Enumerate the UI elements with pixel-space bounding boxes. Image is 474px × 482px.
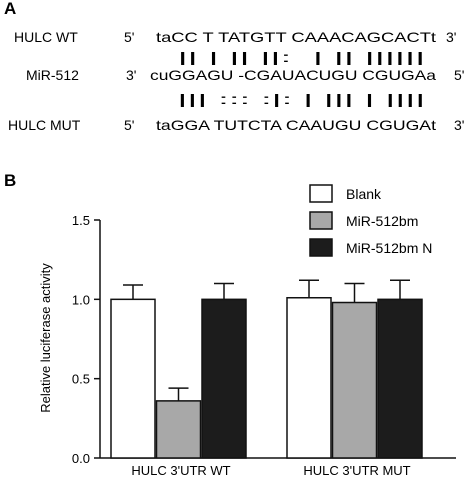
y-axis-title: Relative luciferase activity: [38, 263, 53, 413]
seq-name-hulc-mut: HULC MUT: [8, 117, 81, 133]
x-categories: HULC 3'UTR WT HULC 3'UTR MUT: [131, 463, 410, 478]
legend-label: MiR-512bm N: [346, 240, 432, 256]
bar: [155, 400, 202, 459]
seq-name-mir-512: MiR-512: [26, 67, 79, 83]
x-category-label: HULC 3'UTR MUT: [303, 463, 410, 478]
seq-text-mir-512: cuGGAGU -CGAUACUGU CGUGAa: [150, 67, 436, 83]
seq-row-mir-512: MiR-512 3' cuGGAGU -CGAUACUGU CGUGAa 5': [26, 67, 464, 83]
bar: [377, 298, 423, 459]
y-tick-label: 0.0: [72, 451, 90, 466]
pairing-lines-bottom: ||| ::: :|: | ||| | ||||: [156, 91, 436, 107]
legend-swatch: [309, 184, 333, 203]
bar: [201, 298, 247, 459]
legend: Blank MiR-512bm MiR-512bm N: [309, 184, 432, 257]
x-category-label: HULC 3'UTR WT: [131, 463, 230, 478]
seq-prime3-mir-512: 5': [454, 67, 464, 83]
seq-prime3-hulc-mut: 3': [454, 117, 464, 133]
seq-row-hulc-mut: HULC MUT 5' taGGA TUTCTA CAAUGU CGUGAt 3…: [8, 117, 464, 133]
seq-prime5-hulc-wt: 5': [124, 29, 134, 45]
bar: [110, 298, 156, 459]
bar: [286, 296, 332, 459]
seq-prime5-mir-512: 3': [126, 67, 136, 83]
seq-text-hulc-wt: taCC T TATGTT CAAACAGCACTt: [156, 29, 436, 45]
y-tick-label: 1.0: [72, 292, 90, 307]
legend-label: Blank: [346, 186, 382, 202]
legend-swatch: [309, 211, 333, 230]
bar-chart: Relative luciferase activity 0.0 0.5 1.0 1.…: [38, 184, 456, 478]
pairing-lines-top: || | || ||: | || ||||||: [156, 49, 436, 65]
y-ticks: 0.0 0.5 1.0 1.5: [72, 213, 100, 466]
seq-prime5-hulc-mut: 5': [124, 117, 134, 133]
seq-text-hulc-mut: taGGA TUTCTA CAAUGU CGUGAt: [156, 117, 436, 133]
legend-label: MiR-512bm: [346, 213, 418, 229]
seq-row-hulc-wt: HULC WT 5' taCC T TATGTT CAAACAGCACTt 3': [14, 29, 456, 45]
seq-name-hulc-wt: HULC WT: [14, 29, 78, 45]
bars: [110, 279, 423, 459]
y-tick-label: 1.5: [72, 213, 90, 228]
panel-b-label: B: [4, 171, 16, 190]
panel-a-label: A: [4, 0, 16, 18]
seq-prime3-hulc-wt: 3': [446, 29, 456, 45]
legend-swatch: [309, 238, 333, 257]
y-tick-label: 0.5: [72, 372, 90, 387]
bar: [331, 301, 378, 459]
